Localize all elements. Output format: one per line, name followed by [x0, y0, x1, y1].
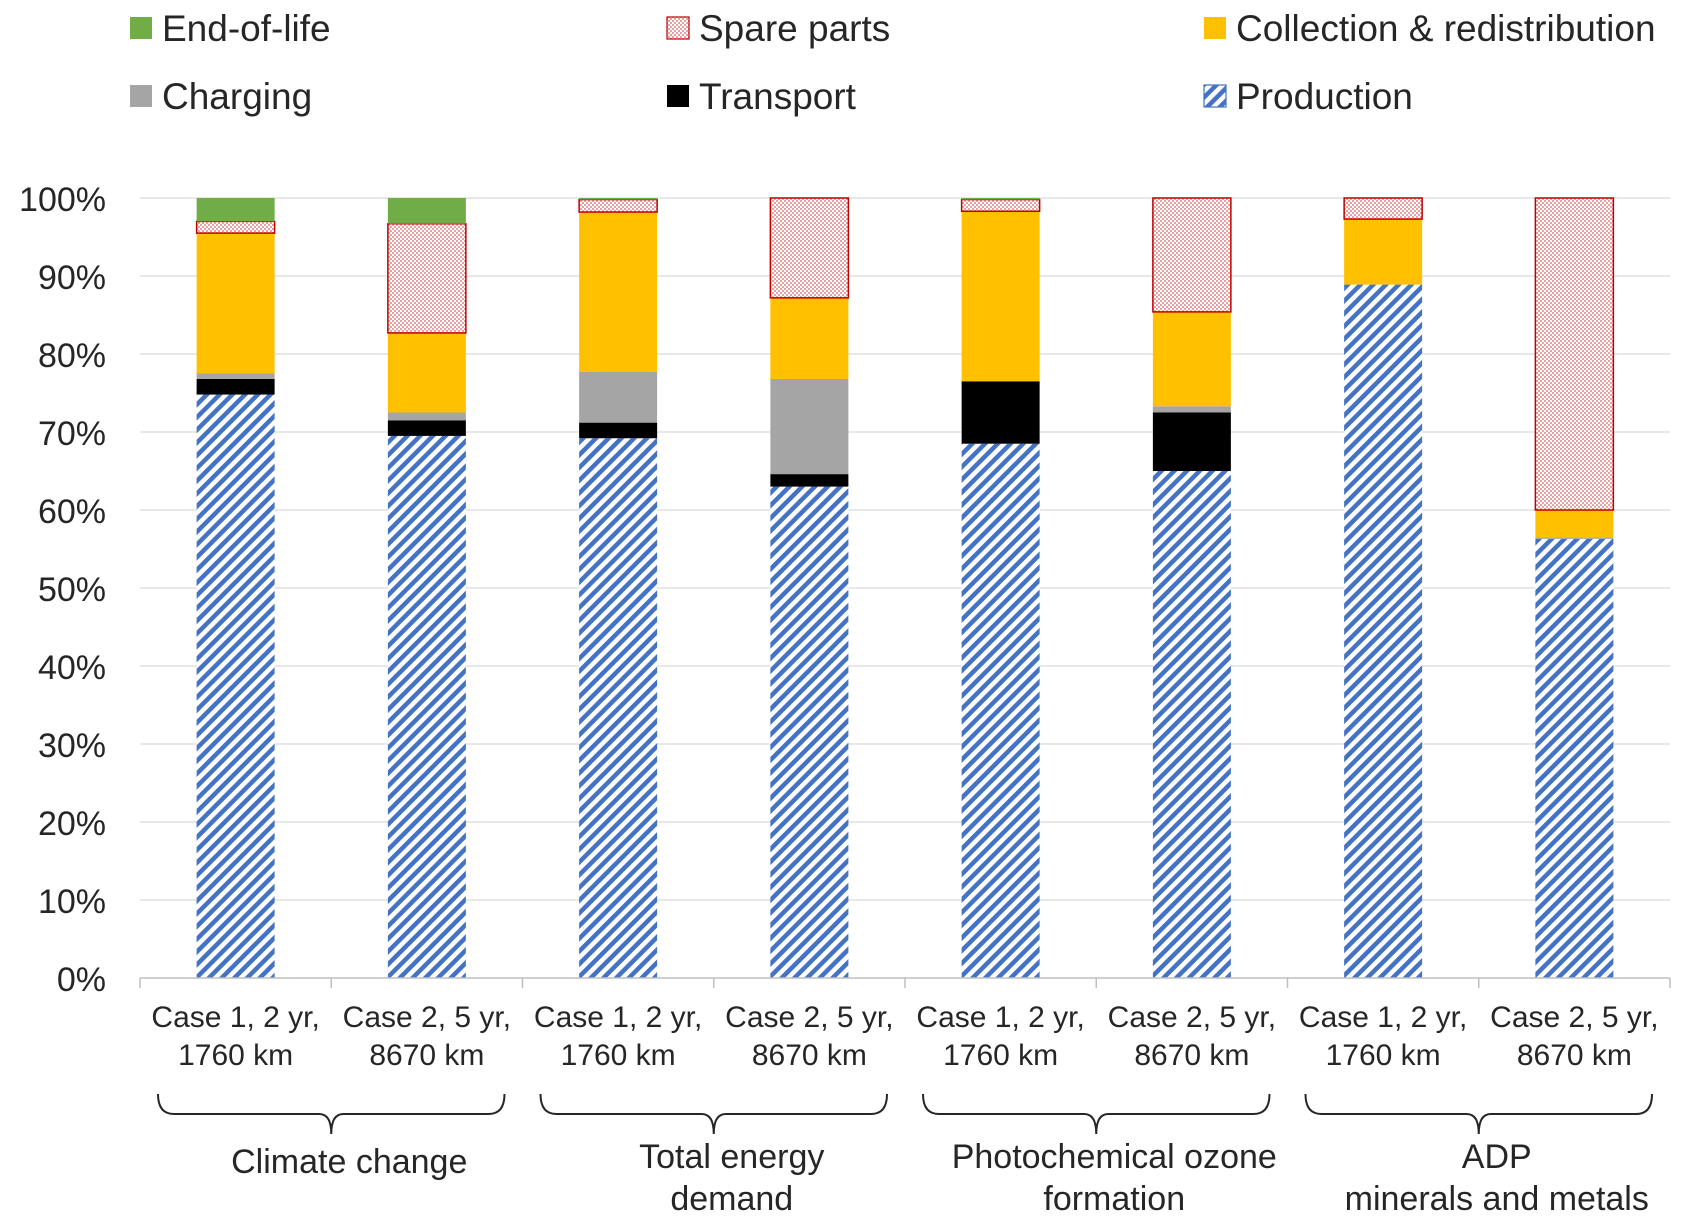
bar-segment-end-of-life [387, 198, 466, 224]
group-label: minerals and metals [1345, 1180, 1649, 1218]
x-tick-label: Case 2, 5 yr, [343, 1001, 511, 1034]
bar-segment-spare-parts [195, 220, 276, 234]
group-label: Climate change [231, 1143, 467, 1181]
group-label: demand [670, 1180, 793, 1218]
bar-segment-collection-redistribution [1152, 311, 1231, 407]
bar-segment-collection-redistribution [1535, 510, 1614, 538]
legend-swatch-collection-redistribution [1204, 17, 1226, 39]
bar-segment-collection-redistribution [770, 297, 849, 379]
group-brace [1304, 1093, 1653, 1135]
bar-segment-production [387, 435, 466, 978]
x-tick-label: 8670 km [369, 1039, 484, 1072]
bar-segment-production [1152, 471, 1231, 978]
legend-label-production: Production [1236, 76, 1413, 117]
group-label: ADP [1462, 1138, 1532, 1176]
x-tick-label: Case 2, 5 yr, [1108, 1001, 1276, 1034]
bar-segment-charging [1152, 406, 1231, 413]
x-tick-label: 8670 km [1134, 1039, 1249, 1072]
bar-segment-production [961, 443, 1040, 978]
x-tick-label: Case 1, 2 yr, [1299, 1001, 1467, 1034]
bar-segment-production [196, 394, 275, 978]
y-tick-label: 80% [38, 337, 106, 375]
legend-swatch-production [1203, 84, 1227, 108]
bar-segment-transport [961, 381, 1040, 444]
x-tick-label: 8670 km [752, 1039, 867, 1072]
legend-swatch-end-of-life [130, 17, 152, 39]
legend-label-transport: Transport [699, 76, 857, 117]
legend-label-end-of-life: End-of-life [162, 8, 331, 49]
bar-segment-end-of-life [961, 198, 1040, 200]
x-tick-label: 1760 km [1326, 1039, 1441, 1072]
bar-segment-spare-parts [769, 197, 850, 299]
y-tick-label: 40% [38, 649, 106, 687]
bar-segment-production [579, 438, 658, 978]
bar-segment-charging [196, 373, 275, 379]
bar-segment-charging [387, 412, 466, 421]
bar-segment-collection-redistribution [196, 233, 275, 374]
legend-swatch-spare-parts [666, 16, 690, 40]
y-tick-label: 50% [38, 571, 106, 609]
y-tick-label: 0% [57, 961, 106, 999]
group-label: Photochemical ozone [952, 1138, 1277, 1176]
x-tick-label: Case 2, 5 yr, [1490, 1001, 1658, 1034]
bar-segment-transport [770, 474, 849, 487]
bar-segment-transport [387, 420, 466, 436]
bar-segment-spare-parts [1534, 197, 1615, 511]
y-tick-label: 30% [38, 727, 106, 765]
group-brace [539, 1093, 888, 1135]
group-label: formation [1043, 1180, 1185, 1218]
group-brace [922, 1093, 1271, 1135]
x-tick-label: Case 2, 5 yr, [725, 1001, 893, 1034]
y-tick-label: 70% [38, 415, 106, 453]
y-tick-label: 20% [38, 805, 106, 843]
legend-swatch-charging [130, 85, 152, 107]
bar-segment-spare-parts [1343, 197, 1423, 220]
bar-segment-transport [579, 422, 658, 439]
x-tick-label: 1760 km [178, 1039, 293, 1072]
legend-label-charging: Charging [162, 76, 312, 117]
legend-swatch-transport [667, 85, 689, 107]
y-tick-label: 10% [38, 883, 106, 921]
bar-segment-production [1535, 538, 1614, 978]
y-tick-label: 60% [38, 493, 106, 531]
bar-segment-transport [196, 378, 275, 395]
group-label: Total energy [639, 1138, 824, 1176]
bar-segment-spare-parts [578, 198, 658, 213]
x-tick-label: 1760 km [561, 1039, 676, 1072]
bar-segment-collection-redistribution [387, 332, 466, 413]
bar-segment-end-of-life [196, 198, 275, 222]
x-tick-label: 8670 km [1517, 1039, 1632, 1072]
x-tick-label: Case 1, 2 yr, [534, 1001, 702, 1034]
x-tick-label: 1760 km [943, 1039, 1058, 1072]
bar-segment-charging [770, 378, 849, 475]
bar-segment-production [770, 486, 849, 978]
group-brace [157, 1093, 506, 1135]
bar-segment-charging [579, 371, 658, 423]
bar-segment-charging [1535, 537, 1614, 539]
bar-segment-transport [1152, 412, 1231, 471]
legend-label-spare-parts: Spare parts [699, 8, 890, 49]
bar-segment-spare-parts [387, 222, 467, 334]
bar-segment-end-of-life [579, 198, 658, 200]
bar-segment-collection-redistribution [579, 212, 658, 372]
bar-segment-collection-redistribution [1344, 219, 1423, 285]
bar-segment-spare-parts [1152, 197, 1232, 313]
y-tick-label: 90% [38, 259, 106, 297]
bar-segment-production [1344, 284, 1423, 979]
y-tick-label: 100% [19, 181, 106, 219]
bar-segment-collection-redistribution [961, 211, 1040, 382]
bar-segment-spare-parts [960, 198, 1041, 213]
legend-label-collection-redistribution: Collection & redistribution [1236, 8, 1656, 49]
x-tick-label: Case 1, 2 yr, [916, 1001, 1084, 1034]
x-tick-label: Case 1, 2 yr, [151, 1001, 319, 1034]
